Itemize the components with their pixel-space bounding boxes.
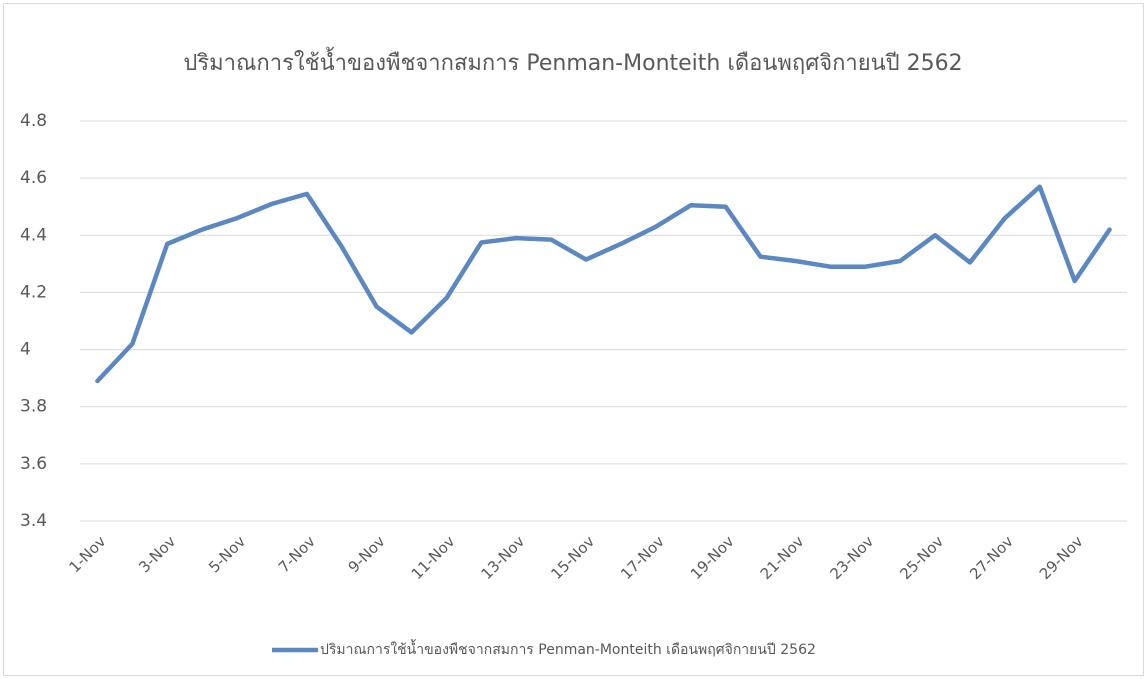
y-tick-label: 4.2: [20, 282, 47, 302]
y-tick-label: 3.4: [20, 511, 47, 531]
y-tick-label: 4.4: [20, 225, 47, 245]
y-tick-label: 4.8: [20, 111, 47, 131]
y-tick-label: 3.6: [20, 454, 47, 474]
y-tick-label: 4: [20, 340, 31, 360]
y-tick-label: 3.8: [20, 397, 47, 417]
line-series: [95, 184, 1112, 384]
chart-border: [3, 3, 1144, 676]
y-tick-label: 4.6: [20, 168, 47, 188]
legend-label: ปริมาณการใช้น้ำของพืชจากสมการ Penman-Mon…: [320, 639, 816, 658]
chart-title: ปริมาณการใช้น้ำของพืชจากสมการ Penman-Mon…: [183, 47, 962, 76]
